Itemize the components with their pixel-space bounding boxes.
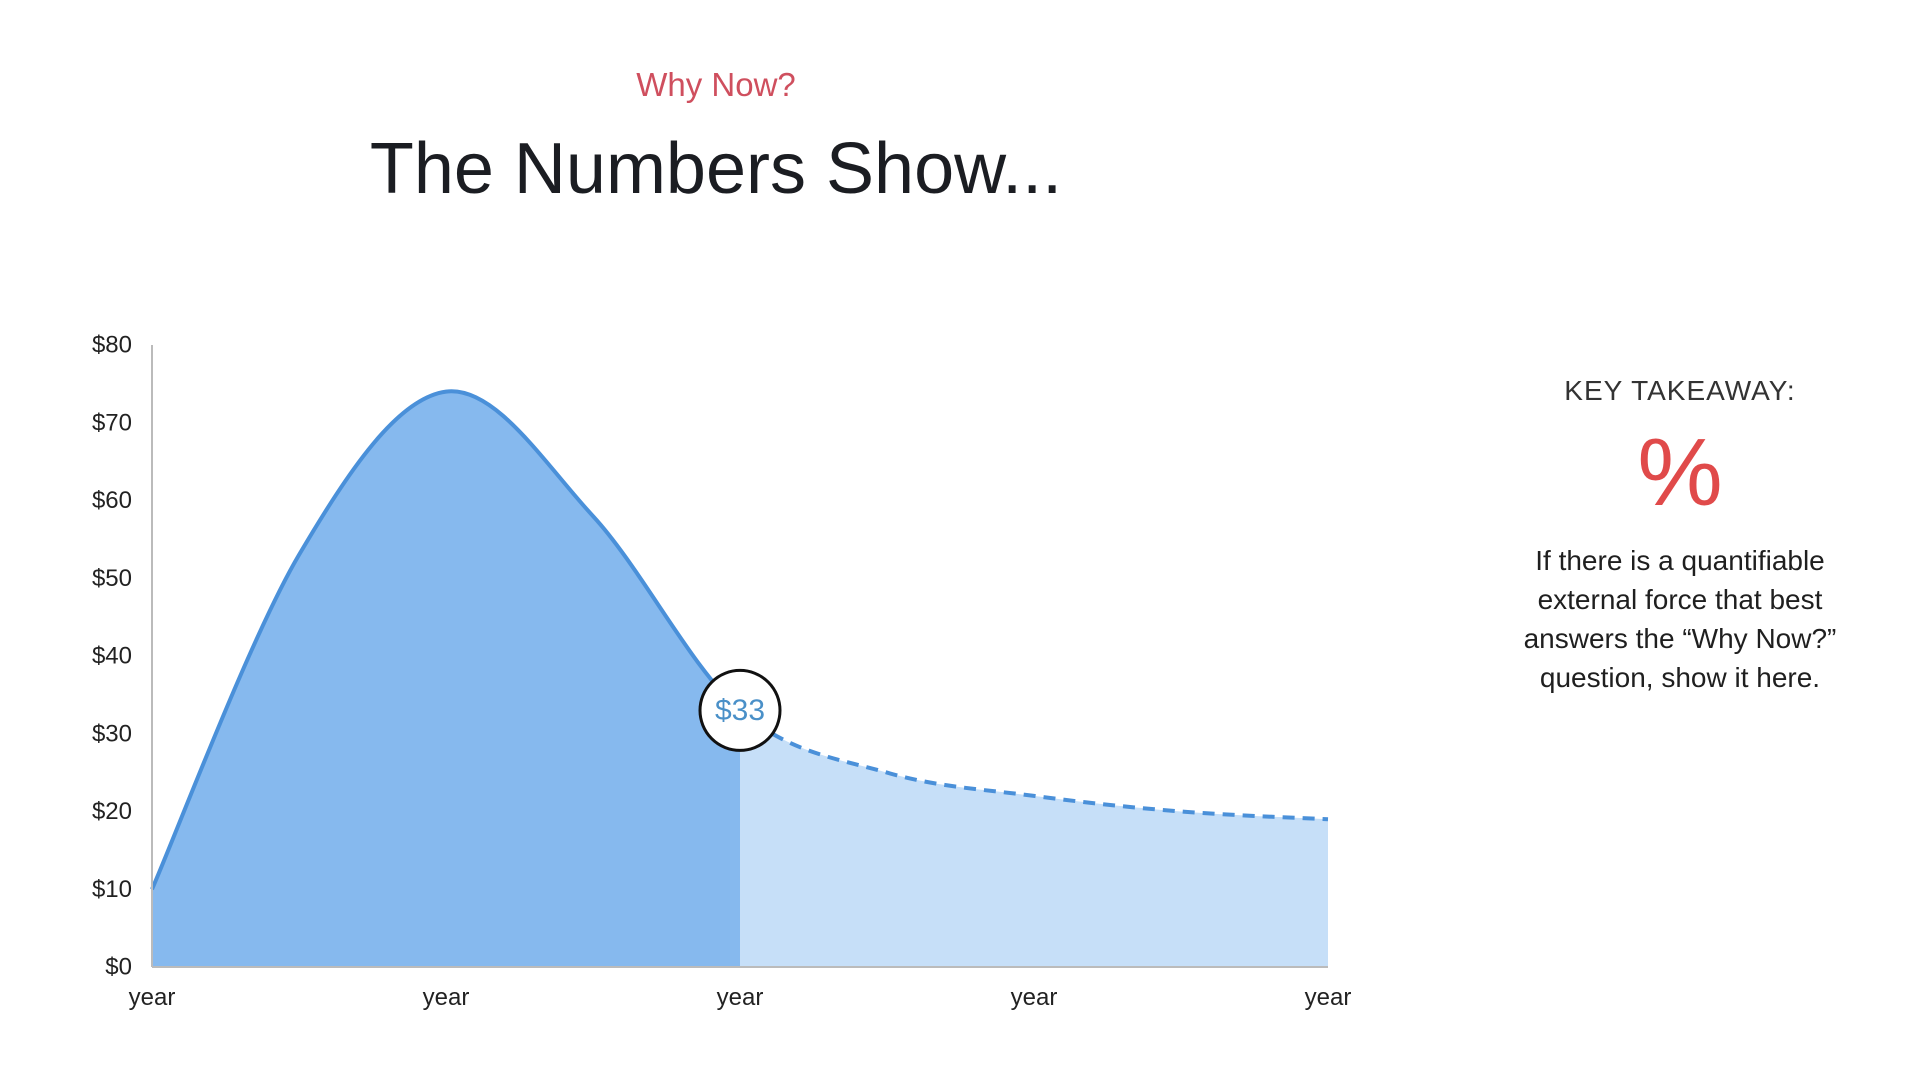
y-tick-label: $50 (92, 565, 132, 592)
x-tick-label: year (717, 984, 764, 1011)
page-title: The Numbers Show... (369, 129, 1063, 209)
takeaway-body: If there is a quantifiable external forc… (1523, 545, 1837, 693)
y-tick-label: $20 (92, 798, 132, 825)
area-past (152, 391, 740, 967)
x-axis-ticks: year year year year year (129, 984, 1352, 1011)
y-tick-label: $30 (92, 720, 132, 747)
y-tick-label: $60 (92, 487, 132, 514)
y-tick-label: $70 (92, 409, 132, 436)
series-line-dashed (738, 708, 1329, 822)
y-tick-label: $80 (92, 332, 132, 359)
area-future (740, 710, 1328, 967)
takeaway-heading: KEY TAKEAWAY: (1564, 375, 1796, 406)
x-tick-label: year (1011, 984, 1058, 1011)
percent-icon: % (1637, 419, 1723, 526)
area-chart: $0$10$20$30$40$50$60$70$80 year year year y… (92, 332, 1352, 1012)
y-tick-label: $40 (92, 643, 132, 670)
value-callout: $33 (698, 668, 782, 752)
x-tick-label: year (129, 984, 176, 1011)
y-tick-label: $10 (92, 876, 132, 903)
y-axis-ticks: $0 $10 $20 $30 $40 $50 $60 $70 $80 (92, 332, 132, 981)
y-tick-label: $0 (105, 954, 132, 981)
callout-label: $33 (715, 694, 765, 727)
eyebrow-text: Why Now? (636, 66, 796, 103)
key-takeaway-panel: KEY TAKEAWAY: % If there is a quantifiab… (1490, 375, 1870, 697)
x-tick-label: year (423, 984, 470, 1011)
series-line-solid (150, 389, 742, 891)
callout-circle (698, 668, 782, 752)
x-tick-label: year (1305, 984, 1352, 1011)
